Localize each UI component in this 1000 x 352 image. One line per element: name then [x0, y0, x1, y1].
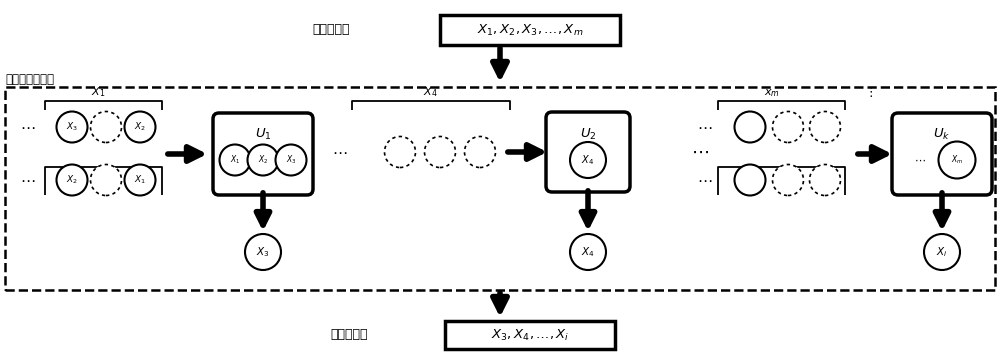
Text: $\cdots$: $\cdots$ — [697, 119, 713, 134]
Circle shape — [276, 145, 306, 176]
Text: $X_3$: $X_3$ — [256, 245, 270, 259]
Bar — [445, 321, 615, 349]
Circle shape — [219, 145, 250, 176]
Text: $\vdots$: $\vdots$ — [864, 85, 872, 99]
Text: 输出特征：: 输出特征： — [330, 328, 368, 341]
Text: $X_3$: $X_3$ — [286, 154, 296, 166]
FancyBboxPatch shape — [213, 113, 313, 195]
Text: $U_2$: $U_2$ — [580, 126, 596, 142]
Text: $X_3, X_4, \ldots, X_i$: $X_3, X_4, \ldots, X_i$ — [491, 327, 569, 342]
Circle shape — [245, 234, 281, 270]
Circle shape — [124, 112, 156, 143]
Circle shape — [570, 142, 606, 178]
Bar — [5, 87, 995, 290]
Circle shape — [810, 164, 840, 195]
Text: $X_1$: $X_1$ — [134, 174, 146, 186]
Circle shape — [734, 164, 766, 195]
Text: $x_m$: $x_m$ — [764, 87, 780, 99]
Text: $X_1$: $X_1$ — [91, 85, 105, 99]
Circle shape — [734, 112, 766, 143]
Text: $\cdots$: $\cdots$ — [914, 155, 926, 165]
Text: 输入特征：: 输入特征： — [312, 24, 350, 37]
Text: $X_2$: $X_2$ — [66, 174, 78, 186]
Text: $X_i$: $X_i$ — [936, 245, 948, 259]
FancyBboxPatch shape — [892, 113, 992, 195]
Circle shape — [90, 112, 122, 143]
Text: $\cdots$: $\cdots$ — [697, 172, 713, 188]
Circle shape — [248, 145, 278, 176]
Text: $\cdots$: $\cdots$ — [332, 145, 348, 159]
Text: $\cdots$: $\cdots$ — [691, 143, 709, 161]
Text: $X_2$: $X_2$ — [134, 121, 146, 133]
Text: $X_1$: $X_1$ — [230, 154, 240, 166]
Circle shape — [772, 164, 804, 195]
Circle shape — [938, 142, 976, 178]
Text: $X_2$: $X_2$ — [258, 154, 268, 166]
Text: $U_k$: $U_k$ — [933, 126, 951, 142]
Circle shape — [810, 112, 840, 143]
Circle shape — [384, 137, 416, 168]
Circle shape — [464, 137, 496, 168]
Circle shape — [772, 112, 804, 143]
Text: $X_1, X_2, X_3, \ldots, X_m$: $X_1, X_2, X_3, \ldots, X_m$ — [477, 23, 583, 38]
Circle shape — [90, 164, 122, 195]
Circle shape — [124, 164, 156, 195]
Text: $X_4$: $X_4$ — [423, 85, 437, 99]
Circle shape — [924, 234, 960, 270]
Text: $\cdots$: $\cdots$ — [20, 172, 36, 188]
Text: $X_3$: $X_3$ — [66, 121, 78, 133]
Text: 特征筛选方法：: 特征筛选方法： — [5, 74, 54, 87]
FancyBboxPatch shape — [546, 112, 630, 192]
Circle shape — [56, 112, 88, 143]
Text: $U_1$: $U_1$ — [255, 126, 271, 142]
Text: $X_4$: $X_4$ — [581, 245, 595, 259]
Circle shape — [56, 164, 88, 195]
Text: $X_m$: $X_m$ — [951, 154, 963, 166]
Text: $X_4$: $X_4$ — [581, 153, 595, 167]
Circle shape — [570, 234, 606, 270]
Circle shape — [425, 137, 456, 168]
Bar — [440, 15, 620, 45]
Text: $\cdots$: $\cdots$ — [20, 119, 36, 134]
